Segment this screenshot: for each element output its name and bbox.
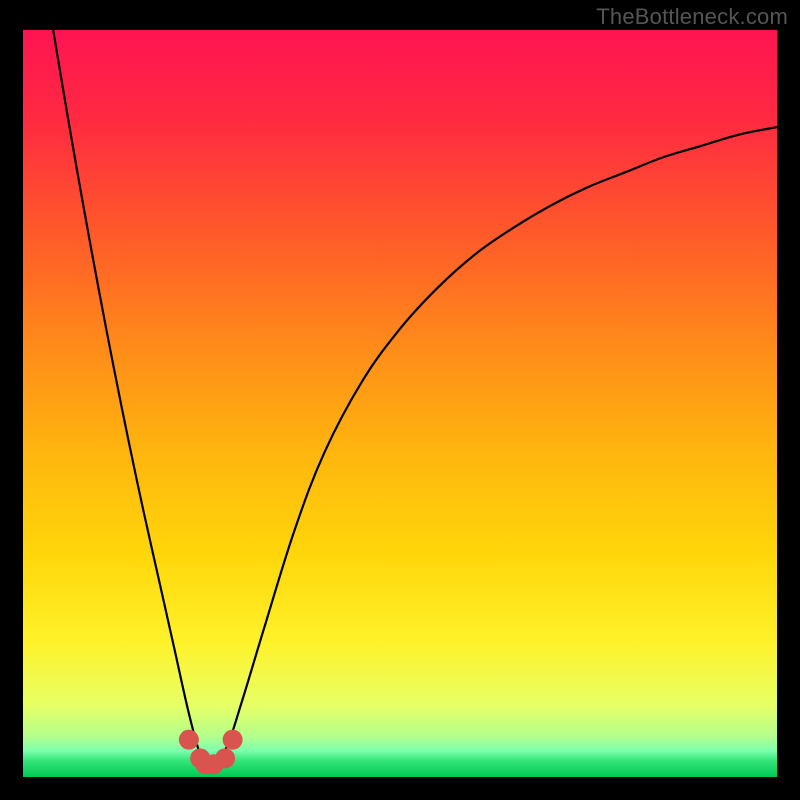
chart-frame: TheBottleneck.com [0,0,800,800]
valley-marker-dot [179,730,199,750]
watermark-text: TheBottleneck.com [596,4,788,30]
valley-marker-dot [215,748,235,768]
plot-background [23,30,777,777]
valley-marker-dot [223,730,243,750]
plot-area [23,30,777,777]
